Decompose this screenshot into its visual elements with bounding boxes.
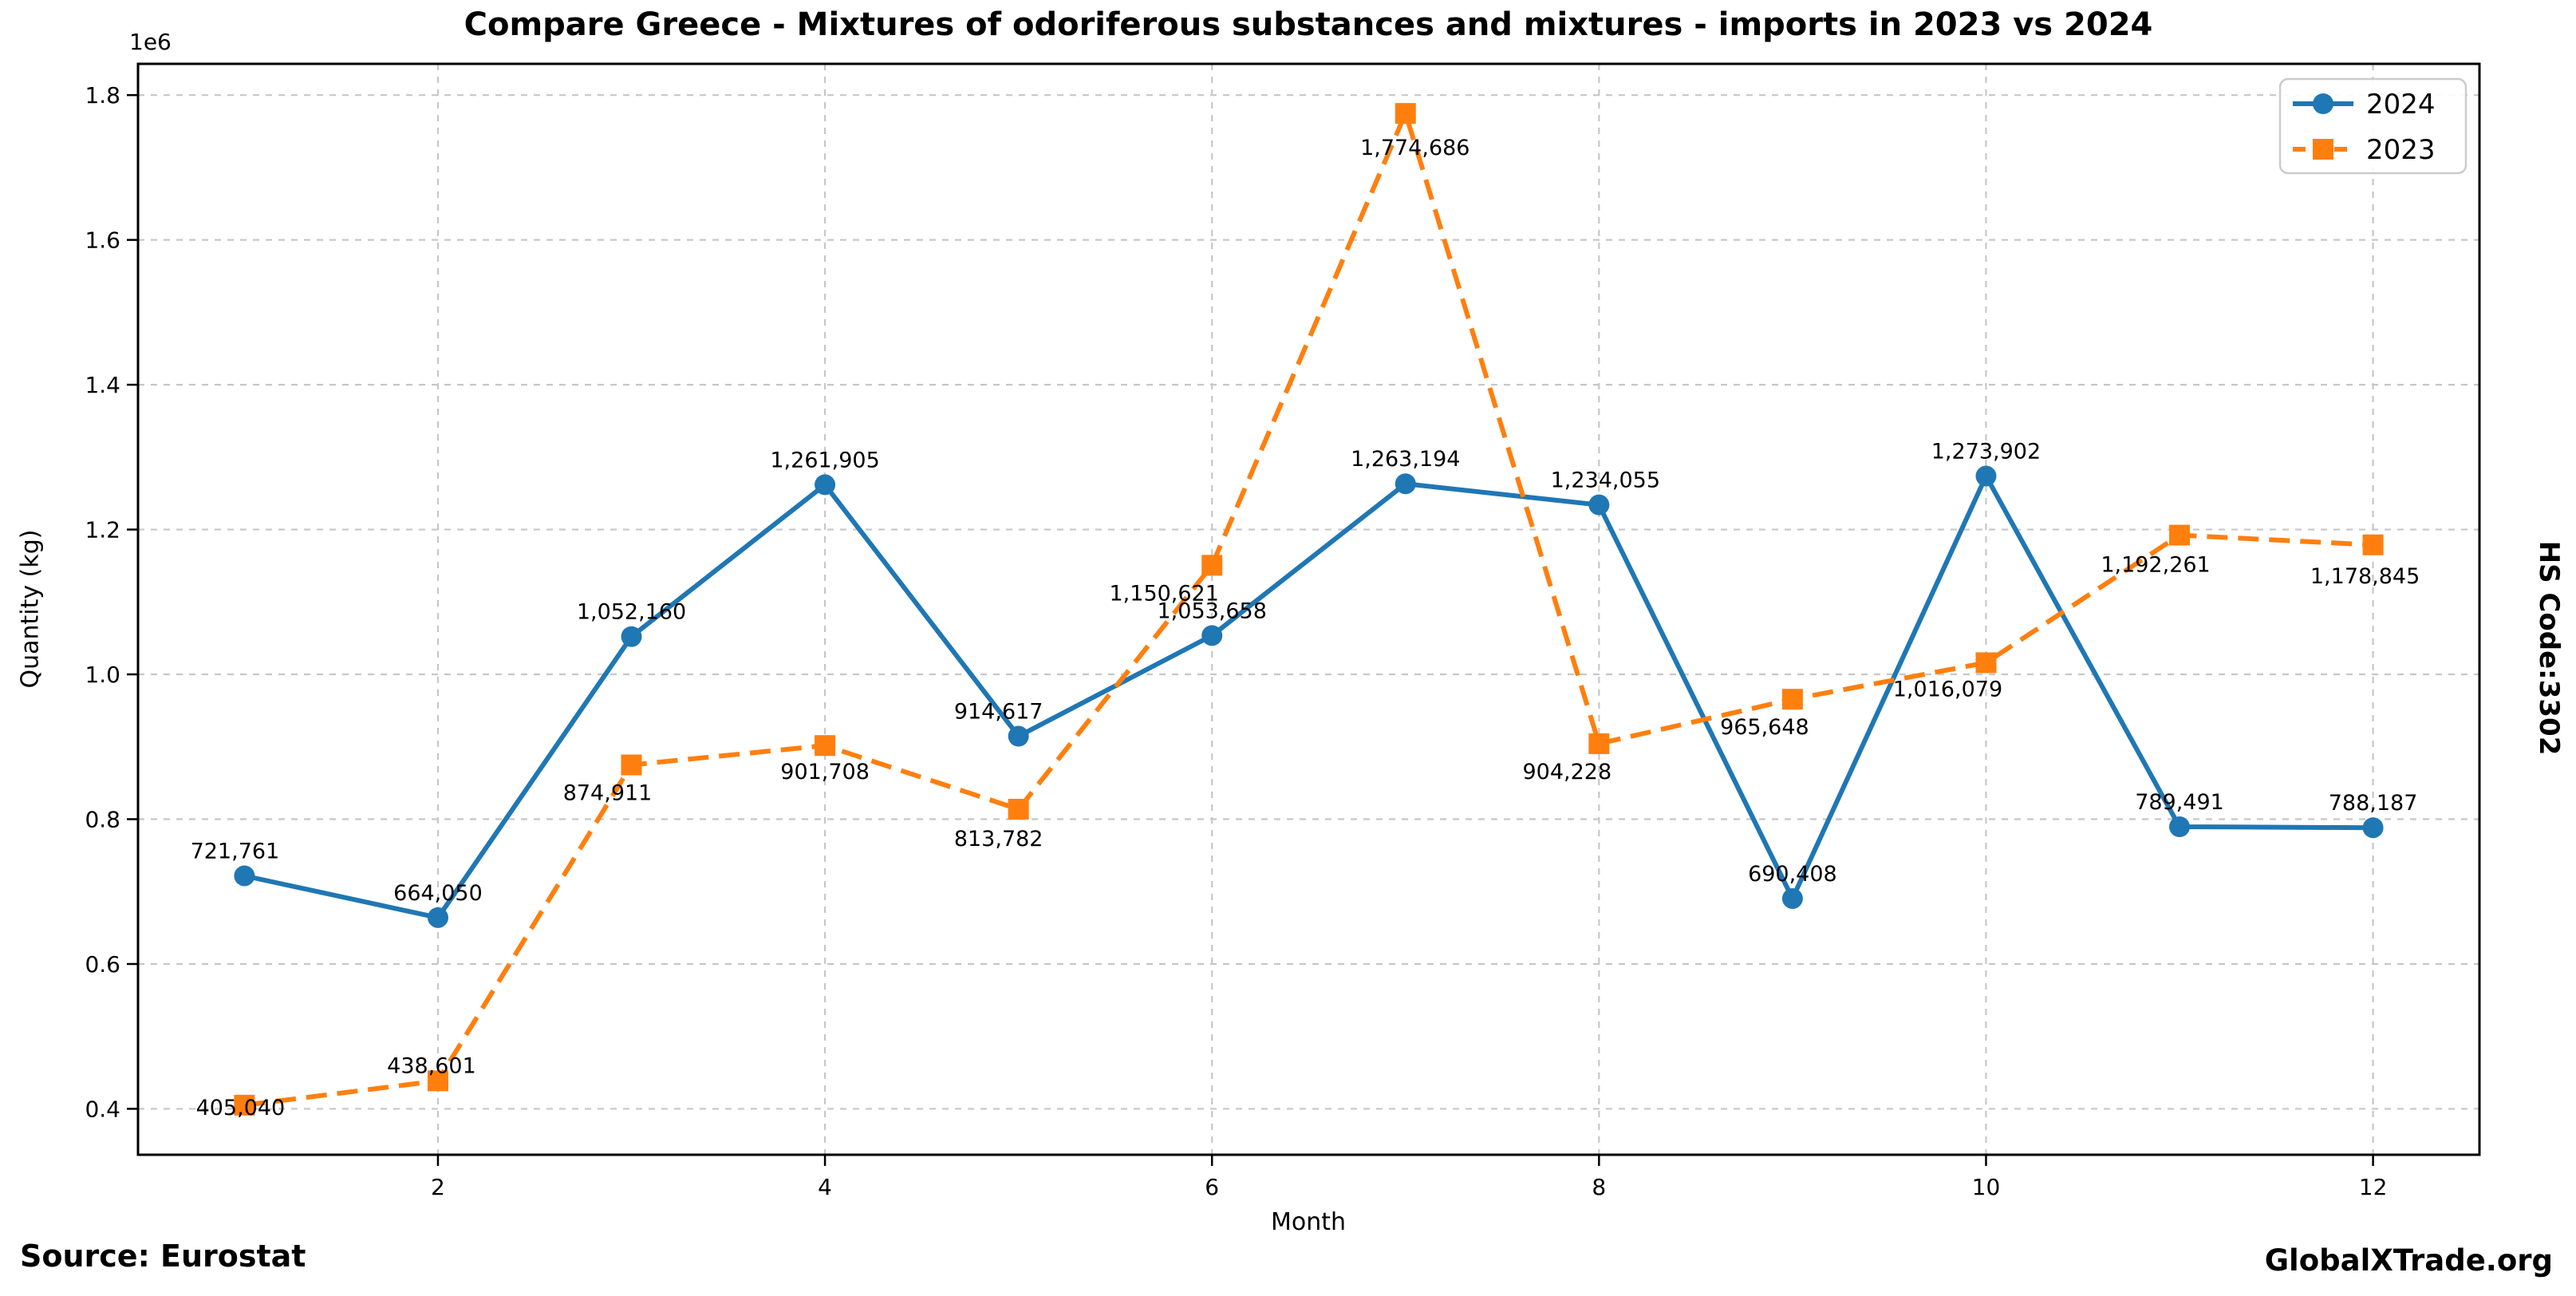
x-tick-label-8: 8 [1592,1174,1606,1200]
marker-2023-m7 [1395,103,1416,124]
data-label-2024-m4: 1,261,905 [770,448,879,472]
data-label-2024-m12: 788,187 [2329,791,2418,816]
x-tick-label-2: 2 [431,1174,445,1200]
x-tick-label-6: 6 [1205,1174,1219,1200]
x-tick-label-10: 10 [1972,1174,2001,1200]
source-note: Source: Eurostat [20,1239,306,1274]
y-axis-multiplier: 1e6 [129,29,172,55]
marker-2024-m9 [1781,887,1803,909]
x-tick-label-4: 4 [818,1174,832,1200]
data-label-2024-m9: 690,408 [1748,862,1837,887]
data-label-2023-m6: 1,150,621 [1110,581,1219,606]
data-label-2024-m8: 1,234,055 [1551,468,1660,493]
data-label-2023-m8: 904,228 [1523,760,1612,784]
marker-2024-m8 [1588,494,1610,516]
legend-label-2023: 2023 [2366,134,2436,166]
chart-title: Compare Greece - Mixtures of odoriferous… [464,6,2153,43]
x-tick-label-12: 12 [2359,1174,2388,1200]
marker-2024-m7 [1395,473,1416,495]
data-label-2023-m5: 813,782 [954,827,1043,851]
marker-2024-m5 [1008,725,1029,747]
marker-2024-m6 [1201,625,1223,646]
marker-2024-m1 [234,865,255,887]
y-tick-label-400000: 0.4 [85,1096,120,1122]
data-label-2023-m7: 1,774,686 [1360,136,1469,160]
data-label-2024-m3: 1,052,160 [577,600,686,625]
marker-2024-m10 [1975,465,1997,487]
marker-2023-m3 [621,754,642,776]
marker-2023-m10 [1975,652,1997,674]
x-axis-label: Month [1270,1208,1347,1236]
data-label-2023-m10: 1,016,079 [1893,677,2002,701]
brand-note: GlobalXTrade.org [2264,1243,2553,1278]
data-label-2023-m9: 965,648 [1720,715,1809,740]
marker-2023-m1 [234,1094,255,1116]
marker-2024-m3 [621,626,642,647]
y-tick-label-1200000: 1.2 [85,517,120,543]
data-label-2024-m6: 1,053,658 [1158,599,1267,623]
marker-2024-m11 [2169,816,2191,838]
data-label-2023-m4: 901,708 [780,760,870,784]
data-label-2024-m10: 1,273,902 [1931,440,2041,464]
marker-2023-m11 [2169,524,2191,546]
data-label-2023-m11: 1,192,261 [2101,553,2210,578]
series-line-2024 [243,470,2373,921]
marker-2023-m12 [2362,534,2384,555]
marker-2023-m9 [1781,689,1803,710]
marker-2023-m5 [1008,798,1029,820]
plot-border [136,62,2481,1156]
series-line-2023 [244,106,2373,1108]
data-label-2024-m5: 914,617 [954,700,1043,725]
legend-marker-2024 [2313,93,2333,114]
hs-code-label: HS Code:3302 [2533,540,2565,756]
marker-2024-m4 [815,474,836,496]
marker-2024-m12 [2362,817,2384,839]
marker-2024-m2 [427,907,448,928]
data-label-2023-m12: 1,178,845 [2310,564,2420,589]
data-label-2023-m2: 438,601 [387,1053,476,1078]
y-tick-label-1800000: 1.8 [85,82,120,109]
legend-label-2024: 2024 [2366,89,2436,121]
y-tick-label-600000: 0.6 [85,951,120,978]
data-label-2024-m2: 664,050 [393,881,483,906]
data-label-2023-m1: 405,040 [196,1096,286,1120]
data-label-2023-m3: 874,911 [563,781,653,806]
data-label-2024-m7: 1,263,194 [1351,447,1460,472]
marker-2023-m8 [1588,733,1610,754]
data-label-2024-m1: 721,761 [191,839,280,863]
y-tick-label-1400000: 1.4 [85,372,120,398]
y-tick-label-800000: 0.8 [85,807,120,833]
marker-2023-m6 [1201,555,1223,576]
marker-2023-m4 [815,735,836,757]
y-tick-label-1600000: 1.6 [85,227,120,254]
data-label-2024-m11: 789,491 [2135,790,2224,815]
marker-2023-m2 [427,1070,448,1092]
y-tick-label-1000000: 1.0 [85,662,120,688]
legend-marker-2023 [2313,139,2333,160]
